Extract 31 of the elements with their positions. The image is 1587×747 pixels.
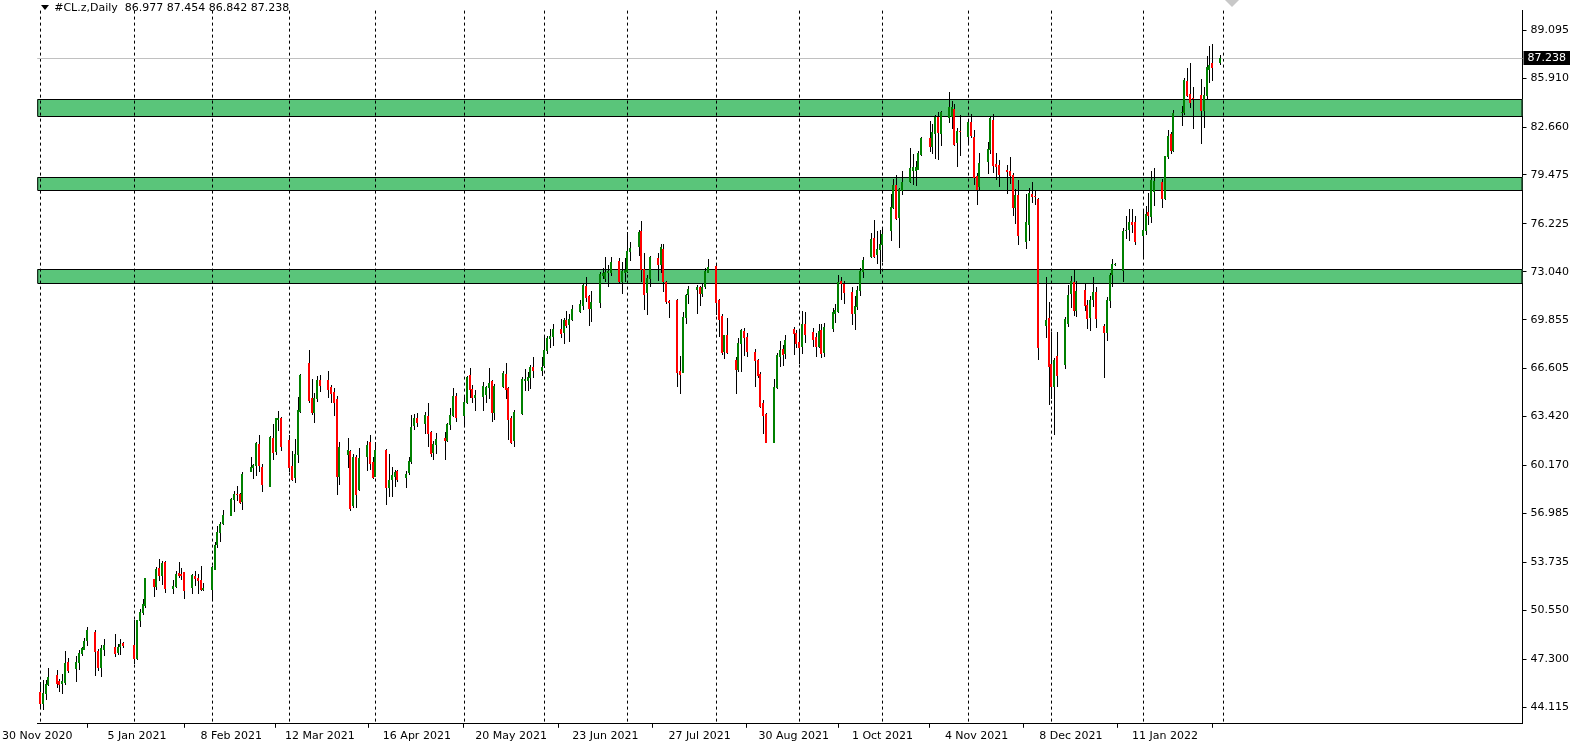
- y-tick-label: 66.605: [1530, 361, 1570, 375]
- y-tick-label: 50.550: [1530, 603, 1570, 617]
- x-tick-label: 23 Jun 2021: [572, 729, 639, 743]
- x-tick-label: 8 Feb 2021: [200, 729, 262, 743]
- chart-title: #CL.z,Daily 86.977 87.454 86.842 87.238: [54, 1, 290, 14]
- x-tick-label: 11 Jan 2022: [1132, 729, 1199, 743]
- y-tick-label: 44.115: [1530, 699, 1570, 713]
- y-tick-label: 60.170: [1530, 458, 1570, 472]
- x-tick-label: 30 Nov 2020: [2, 729, 73, 743]
- y-tick-label: 56.985: [1530, 506, 1570, 520]
- y-tick-label: 53.735: [1530, 555, 1570, 569]
- x-tick-label: 16 Apr 2021: [382, 729, 451, 743]
- ref-line-label: 87.238: [1527, 51, 1567, 65]
- y-tick-label: 63.420: [1530, 409, 1570, 423]
- x-tick-label: 8 Dec 2021: [1039, 729, 1103, 743]
- candlestick: [236, 486, 238, 501]
- y-tick-label: 76.225: [1530, 216, 1570, 230]
- y-tick-label: 47.300: [1530, 651, 1570, 665]
- y-tick-label: 89.095: [1530, 23, 1570, 37]
- x-tick-label: 12 Mar 2021: [285, 729, 355, 743]
- y-tick-label: 79.475: [1530, 167, 1570, 181]
- y-tick-label: 73.040: [1530, 264, 1570, 278]
- x-tick-label: 20 May 2021: [475, 729, 547, 743]
- y-tick-label: 85.910: [1530, 71, 1570, 85]
- y-tick-label: 69.855: [1530, 312, 1570, 326]
- x-tick-label: 27 Jul 2021: [668, 729, 731, 743]
- x-tick-label: 5 Jan 2021: [107, 729, 167, 743]
- x-tick-label: 30 Aug 2021: [758, 729, 829, 743]
- y-tick-label: 82.660: [1530, 119, 1570, 133]
- x-tick-label: 4 Nov 2021: [944, 729, 1009, 743]
- x-tick-label: 1 Oct 2021: [851, 729, 913, 743]
